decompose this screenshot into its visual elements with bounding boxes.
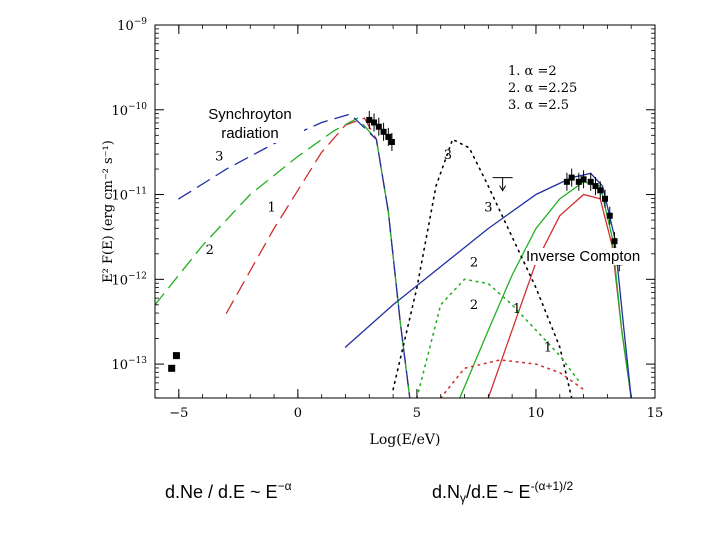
legend-entry-1: 1. α =2 (508, 64, 557, 79)
series-curve-2-dotted-7 (416, 278, 580, 398)
plot-frame (154, 24, 656, 399)
series-curve-2-long-1 (155, 117, 411, 398)
data-point-optical-xray-1 (371, 119, 378, 126)
series-curve-3-dotted-6 (392, 138, 573, 398)
curve-label-5: 2 (470, 256, 478, 271)
data-point-optical-xray-2 (375, 123, 382, 130)
formula-right-subscript: γ (460, 491, 467, 505)
upper-limit-arrow (492, 177, 513, 192)
curve-label-6: 2 (470, 298, 478, 313)
inverse-compton-annotation: Inverse Compton (526, 248, 641, 265)
y-axis-label: E² F(E) (erg cm⁻² s⁻¹) (101, 140, 116, 283)
y-tick-label: 10−13 (111, 356, 147, 373)
formula-right-exponent: -(α+1)/2 (530, 479, 574, 493)
synchrotron-annotation: Synchroyton radiation (196, 105, 304, 143)
data-point-radio-1 (172, 352, 180, 360)
formula-left-main: d.Ne / d.E ~ E (165, 482, 278, 502)
y-tick-label: 10−12 (111, 271, 147, 288)
legend-entry-3: 3. α =2.5 (508, 98, 569, 113)
series-curve-1-long-0 (225, 117, 411, 398)
x-tick-label: −5 (169, 406, 188, 421)
x-tick-label: 0 (294, 406, 302, 421)
formula-left-exponent: −α (277, 479, 292, 493)
data-point-tev-6 (597, 187, 604, 194)
data-point-tev-9 (611, 238, 618, 245)
legend-entry-2: 2. α =2.25 (508, 81, 577, 96)
curve-label-4: 3 (484, 201, 492, 216)
y-tick-label: 10−10 (111, 102, 147, 119)
curve-label-7: 1 (513, 302, 521, 317)
axes-layer: −5 0 5 10 15 10−9 10−10 10−11 10−12 10−13 Log(E/eV… (101, 17, 663, 448)
formula-right-main-a: d.N (432, 482, 461, 502)
formula-right-main-b: /d.E ~ E (466, 482, 531, 502)
x-tick-label: 10 (528, 406, 545, 421)
curve-labels-layer: 3 1 2 3 3 2 2 1 1 (206, 148, 552, 355)
data-point-optical-xray-0 (366, 116, 373, 123)
curve-label-2: 2 (206, 243, 214, 258)
photon-spectrum-formula: d.Nγ/d.E ~ E-(α+1)/2 (432, 479, 574, 505)
x-tick-label: 5 (413, 406, 421, 421)
data-point-radio-0 (168, 364, 176, 372)
data-point-tev-8 (606, 212, 613, 219)
electron-spectrum-formula: d.Ne / d.E ~ E−α (165, 479, 292, 503)
series-curve-3-long-2 (178, 113, 411, 398)
series-curve-2-solid-4 (459, 181, 632, 398)
data-point-tev-2 (575, 178, 582, 185)
data-point-optical-xray-4 (385, 133, 392, 140)
curve-label-3: 3 (444, 148, 452, 163)
curve-label-1: 1 (268, 201, 276, 216)
data-point-tev-4 (587, 178, 594, 185)
series-curve-1-dotted-8 (439, 359, 585, 398)
data-point-optical-xray-3 (380, 128, 387, 135)
data-point-tev-3 (580, 176, 587, 183)
data-point-optical-xray-5 (388, 138, 395, 145)
points-layer (168, 110, 623, 372)
x-tick-label: 15 (647, 406, 664, 421)
y-tick-label: 10−9 (117, 17, 147, 34)
data-point-tev-1 (568, 174, 575, 181)
data-point-tev-7 (602, 195, 608, 202)
data-point-tev-0 (563, 178, 570, 185)
y-tick-label: 10−11 (111, 187, 147, 204)
data-point-tev-5 (592, 183, 599, 190)
curve-label-8: 1 (544, 340, 552, 355)
x-axis-label: Log(E/eV) (370, 432, 441, 448)
legend: 1. α =2 2. α =2.25 3. α =2.5 (508, 64, 577, 113)
curve-label-0: 3 (215, 150, 223, 165)
